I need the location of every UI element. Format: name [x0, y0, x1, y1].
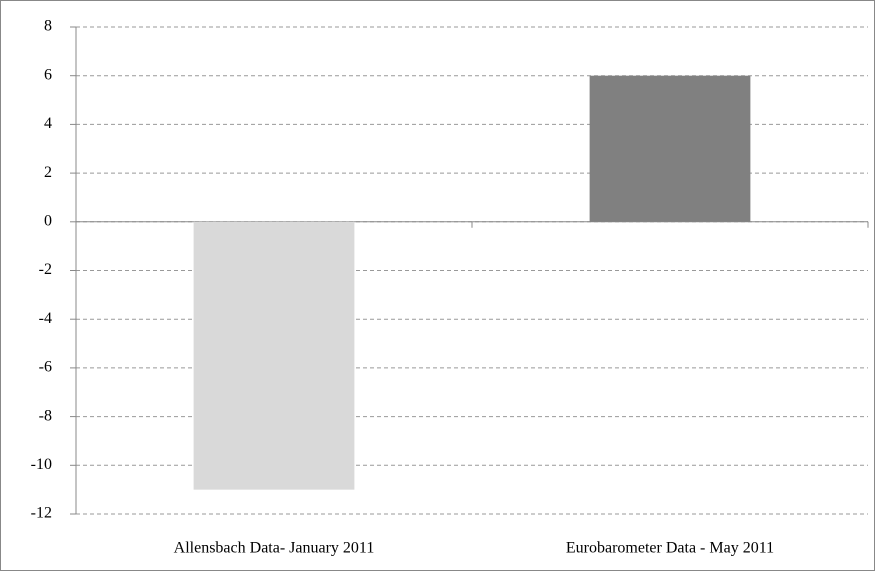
y-tick-label: 4 — [44, 115, 52, 132]
y-tick-label: -10 — [31, 456, 52, 473]
y-tick-label: 6 — [44, 66, 52, 83]
y-tick-label: -12 — [31, 505, 52, 522]
y-tick-label: 2 — [44, 164, 52, 181]
y-tick-label: -8 — [39, 407, 52, 424]
y-tick-label: 0 — [44, 212, 52, 229]
y-tick-label: -2 — [39, 261, 52, 278]
y-tick-label: -4 — [39, 310, 52, 327]
y-tick-label: 8 — [44, 18, 52, 35]
y-tick-label: -6 — [39, 359, 52, 376]
x-tick-label: Eurobarometer Data - May 2011 — [566, 540, 774, 557]
bar — [193, 221, 355, 490]
x-tick-label: Allensbach Data- January 2011 — [174, 540, 375, 557]
bar — [589, 75, 751, 222]
